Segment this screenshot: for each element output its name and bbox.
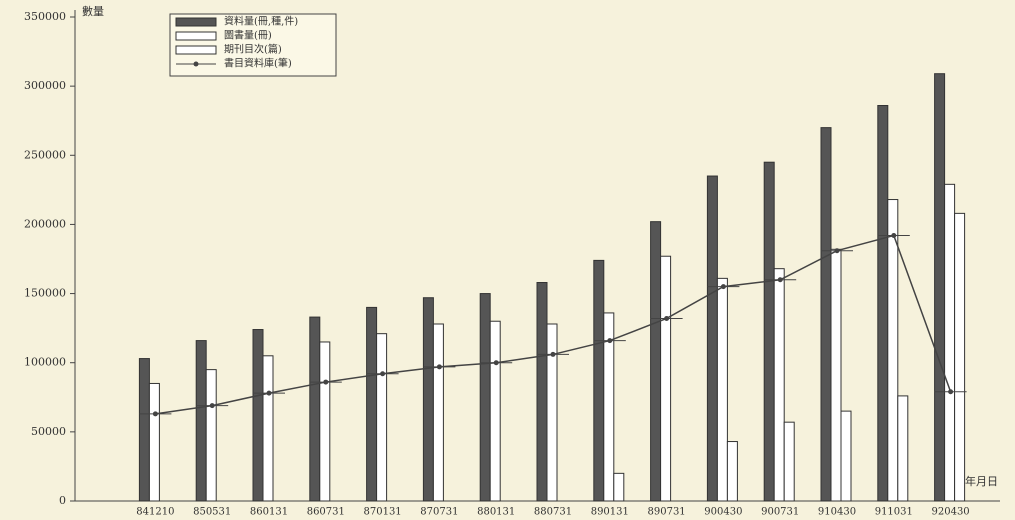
bar — [660, 255, 672, 502]
x-tick-label: 870131 — [364, 507, 402, 518]
line-point — [550, 351, 556, 357]
line-point — [493, 360, 499, 366]
legend-label: 書目資料庫(筆) — [224, 57, 292, 70]
y-tick-label: 250000 — [24, 148, 66, 161]
bar — [820, 127, 832, 502]
bar — [376, 333, 388, 502]
legend-swatch — [175, 17, 217, 27]
bar — [432, 323, 444, 502]
x-tick-label: 890131 — [591, 507, 629, 518]
bar — [148, 382, 160, 502]
bar — [422, 297, 434, 502]
y-tick-label: 100000 — [24, 356, 66, 369]
x-tick-label: 850531 — [193, 507, 231, 518]
bar — [309, 316, 321, 502]
bar — [763, 161, 775, 502]
bar — [830, 248, 842, 502]
y-tick-label: 200000 — [24, 217, 66, 230]
x-tick-label: 910430 — [818, 507, 856, 518]
y-tick-label: 50000 — [31, 425, 66, 438]
bar — [954, 212, 966, 502]
bar — [773, 268, 785, 502]
x-axis-label: 年月日 — [965, 474, 998, 488]
line-point — [891, 232, 897, 238]
bar — [706, 175, 718, 502]
line-point — [380, 371, 386, 377]
bar — [593, 259, 605, 502]
y-tick-label: 300000 — [24, 79, 66, 92]
y-tick-label: 350000 — [24, 10, 66, 23]
line-point — [664, 315, 670, 321]
y-tick-label: 150000 — [24, 287, 66, 300]
bar — [262, 355, 274, 502]
x-tick-label: 911031 — [875, 507, 913, 518]
bar — [195, 340, 207, 502]
x-tick-label: 860131 — [250, 507, 288, 518]
line-point — [152, 411, 158, 417]
bar — [840, 410, 852, 502]
line-point — [266, 390, 272, 396]
legend-label: 資料量(冊,種,件) — [224, 15, 298, 28]
line-point — [834, 248, 840, 254]
line-point — [948, 389, 954, 395]
bar — [944, 183, 956, 502]
x-tick-label: 920430 — [932, 507, 970, 518]
y-axis-label: 數量 — [82, 5, 104, 18]
bar — [546, 323, 558, 502]
y-tick-label: 0 — [59, 494, 66, 507]
legend-swatch — [175, 31, 217, 41]
bar — [934, 73, 946, 502]
bar — [536, 282, 548, 502]
line-point — [436, 364, 442, 370]
bar — [489, 320, 501, 502]
bar — [252, 329, 264, 502]
bar — [319, 341, 331, 502]
bar — [887, 199, 899, 502]
line-point — [777, 277, 783, 283]
x-tick-label: 880731 — [534, 507, 572, 518]
bar — [726, 441, 738, 502]
legend-swatch — [193, 61, 199, 67]
x-tick-label: 900430 — [704, 507, 742, 518]
bar — [897, 395, 909, 502]
bar — [205, 369, 217, 502]
x-tick-label: 880131 — [477, 507, 515, 518]
bar — [716, 277, 728, 502]
bar — [479, 293, 491, 502]
line-point — [607, 338, 613, 344]
x-tick-label: 860731 — [307, 507, 345, 518]
bar — [613, 472, 625, 502]
bar — [603, 312, 615, 502]
line-point — [720, 284, 726, 290]
x-tick-label: 900731 — [761, 507, 799, 518]
x-tick-label: 890731 — [648, 507, 686, 518]
legend-swatch — [175, 45, 217, 55]
bar — [650, 221, 662, 502]
x-tick-label: 870731 — [420, 507, 458, 518]
line-point — [323, 379, 329, 385]
legend-label: 圖書量(冊) — [224, 29, 272, 42]
bar — [366, 306, 378, 502]
bar — [783, 421, 795, 502]
x-tick-label: 841210 — [136, 507, 174, 518]
bar — [138, 358, 150, 502]
bar — [877, 105, 889, 502]
line-point — [209, 403, 215, 409]
legend-label: 期刊目次(篇) — [224, 43, 282, 56]
